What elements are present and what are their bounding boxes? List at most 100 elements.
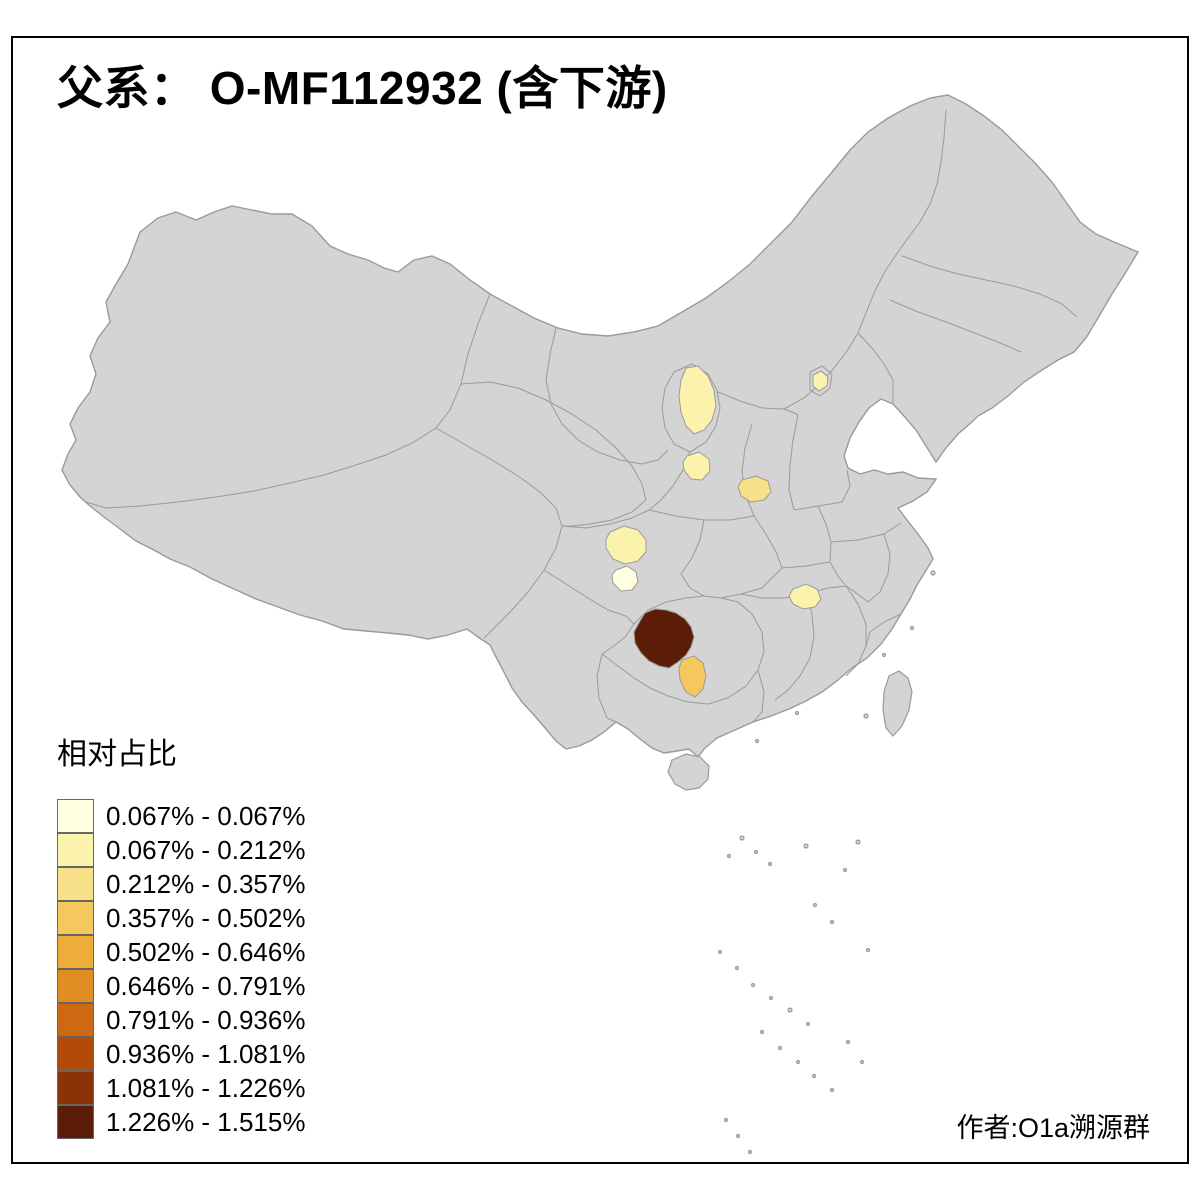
island-speck — [787, 1007, 793, 1013]
highlight-region-beijing — [812, 370, 829, 392]
legend-item: 1.081% - 1.226% — [57, 1071, 305, 1106]
island-speck — [734, 965, 740, 971]
island-speck — [777, 1045, 783, 1051]
legend-swatch — [57, 935, 94, 969]
credit-text: 作者:O1a溯源群 — [956, 1113, 1150, 1143]
province-border — [680, 519, 783, 599]
map-title: 父系： O-MF112932 (含下游) — [57, 62, 668, 114]
highlight-region-ningxia — [678, 365, 717, 435]
island-speck — [726, 853, 732, 859]
province-border — [633, 595, 705, 625]
taiwan-island — [882, 670, 913, 737]
legend-item: 1.226% - 1.515% — [57, 1105, 306, 1140]
island-speck — [811, 1073, 817, 1079]
province-border — [857, 332, 894, 404]
island-speck — [759, 1029, 765, 1035]
legend-label: 0.212% - 0.357% — [106, 869, 306, 899]
highlight-region-sichuan — [605, 525, 647, 565]
province-border — [774, 593, 815, 701]
legend-swatch — [57, 799, 94, 833]
province-border — [601, 597, 765, 705]
province-border — [829, 561, 847, 587]
province-border — [865, 613, 902, 647]
province-border — [85, 293, 491, 509]
figure-border — [11, 36, 1189, 1164]
province-border — [788, 414, 799, 511]
legend-label: 0.646% - 0.791% — [106, 971, 306, 1001]
island-speck — [881, 652, 887, 658]
province-border — [817, 505, 902, 543]
legend-label: 0.067% - 0.212% — [106, 835, 306, 865]
province-border — [809, 365, 833, 397]
island-speck — [735, 1133, 741, 1139]
legend-swatch — [57, 1003, 94, 1037]
island-speck — [803, 843, 809, 849]
island-speck — [739, 835, 745, 841]
legend-item: 0.357% - 0.502% — [57, 901, 306, 936]
legend-title: 相对占比 — [57, 738, 177, 771]
island-speck — [855, 839, 861, 845]
legend-item: 0.067% - 0.212% — [57, 833, 306, 868]
province-border — [783, 408, 799, 416]
province-border — [596, 653, 617, 723]
island-speck — [768, 995, 774, 1001]
province-border — [845, 533, 891, 603]
province-border — [717, 109, 947, 410]
island-speck — [723, 1117, 729, 1123]
province-border — [889, 299, 1022, 353]
legend-swatch — [57, 1037, 94, 1071]
province-border — [661, 363, 721, 453]
province-border — [752, 669, 765, 723]
highlight-region-henan-west — [737, 475, 772, 503]
legend-item: 0.791% - 0.936% — [57, 1003, 306, 1038]
province-border — [793, 469, 851, 511]
island-speck — [753, 849, 759, 855]
legend-label: 0.791% - 0.936% — [106, 1005, 306, 1035]
legend-label: 0.067% - 0.067% — [106, 801, 306, 831]
highlight-region-guizhou-dark — [633, 608, 695, 669]
island-speck — [794, 710, 800, 716]
legend-swatch — [57, 867, 94, 901]
legend-item: 0.212% - 0.357% — [57, 867, 306, 902]
legend: 相对占比 0.067% - 0.067% 0.067% - 0.212% 0.2… — [57, 738, 305, 1140]
legend-item: 0.067% - 0.067% — [57, 799, 306, 834]
province-border — [901, 255, 1078, 318]
province-border — [845, 585, 867, 677]
island-speck — [829, 1087, 835, 1093]
legend-swatch — [57, 1071, 94, 1105]
island-speck — [845, 1039, 851, 1045]
island-speck — [909, 625, 915, 631]
legend-item: 0.502% - 0.646% — [57, 935, 306, 970]
highlighted-regions — [605, 365, 829, 698]
land-layer — [61, 94, 1140, 1155]
highlight-region-shaanxi — [682, 451, 711, 481]
island-speck — [859, 1059, 865, 1065]
island-speck — [842, 867, 848, 873]
legend-label: 1.226% - 1.515% — [106, 1107, 306, 1137]
island-speck — [865, 947, 871, 953]
island-speck — [805, 1021, 811, 1027]
island-speck — [767, 861, 773, 867]
legend-label: 0.357% - 0.502% — [106, 903, 306, 933]
province-border — [545, 327, 669, 465]
island-speck — [754, 738, 760, 744]
province-border — [741, 423, 755, 517]
highlight-region-sichuan-small — [611, 565, 639, 592]
legend-label: 0.936% - 1.081% — [106, 1039, 306, 1069]
island-speck — [863, 713, 869, 719]
highlight-region-hunan — [788, 583, 822, 610]
sea-islands — [717, 570, 936, 1155]
island-speck — [812, 902, 818, 908]
island-speck — [750, 982, 756, 988]
legend-item: 0.646% - 0.791% — [57, 969, 306, 1004]
island-speck — [747, 1149, 753, 1155]
legend-swatch — [57, 833, 94, 867]
island-speck — [717, 949, 723, 955]
hainan-island — [667, 753, 710, 791]
legend-label: 0.502% - 0.646% — [106, 937, 306, 967]
province-border — [561, 509, 650, 529]
legend-item: 0.936% - 1.081% — [57, 1037, 306, 1072]
island-speck — [930, 570, 936, 576]
mainland-outline — [61, 94, 1140, 759]
